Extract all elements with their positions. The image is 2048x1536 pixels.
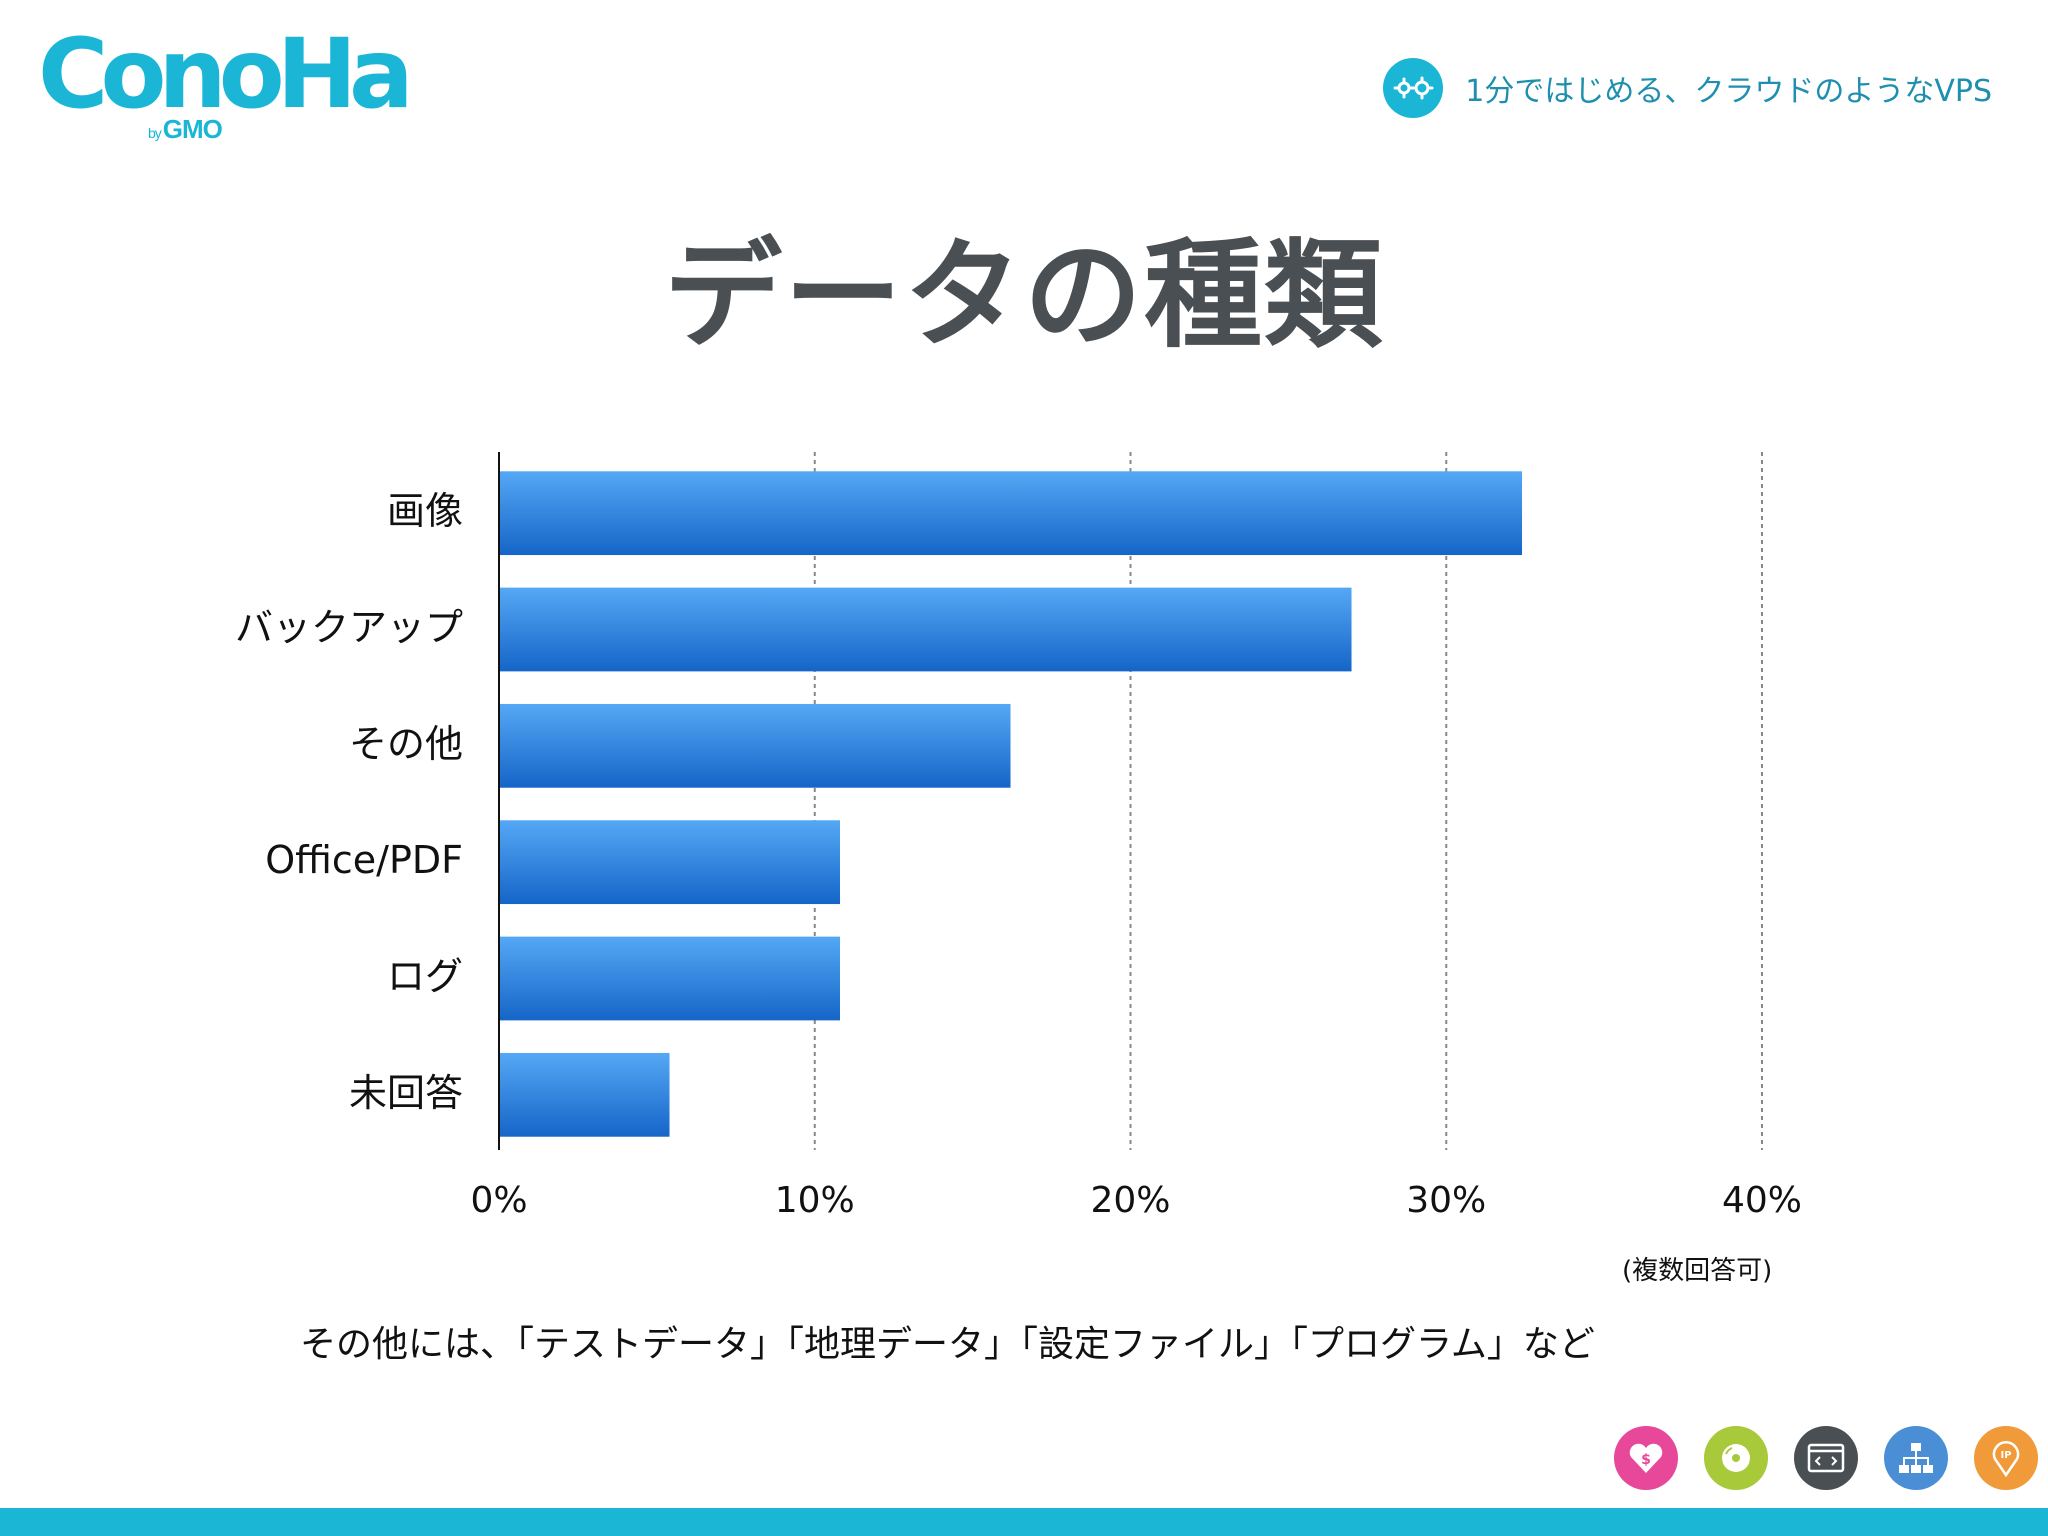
- category-label: ログ: [387, 955, 463, 999]
- x-tick-label: 30%: [1406, 1180, 1486, 1221]
- other-breakdown-note: その他には、「テストデータ」「地理データ」「設定ファイル」「プログラム」など: [300, 1324, 1595, 1365]
- chart-grid: [813, 452, 1763, 1150]
- conoha-logo[interactable]: ConoHa byGMO: [38, 26, 414, 146]
- category-label: その他: [349, 722, 463, 766]
- bar: [499, 820, 841, 905]
- x-tick-label: 20%: [1090, 1180, 1170, 1221]
- tagline: 1分ではじめる、クラウドのようなVPS: [1383, 58, 1992, 118]
- footer-icon-row: $ IP: [1588, 1426, 2038, 1490]
- tagline-text: 1分ではじめる、クラウドのようなVPS: [1465, 74, 1992, 109]
- ip-location-icon[interactable]: IP: [1974, 1426, 2038, 1490]
- svg-text:IP: IP: [2000, 1450, 2011, 1461]
- x-tick-label: 0%: [470, 1180, 527, 1221]
- multiple-answer-note: (複数回答可): [1622, 1256, 1773, 1286]
- svg-text:$: $: [1641, 1452, 1651, 1468]
- bar: [499, 936, 841, 1021]
- category-label: 画像: [387, 489, 463, 533]
- logo-byline: byGMO: [148, 114, 223, 145]
- network-icon[interactable]: [1884, 1426, 1948, 1490]
- page-title: データの種類: [663, 226, 1384, 364]
- category-label: Office/PDF: [265, 838, 463, 882]
- gears-icon: [1383, 58, 1444, 118]
- bar: [499, 703, 1011, 788]
- x-tick-label: 10%: [775, 1180, 855, 1221]
- disc-icon[interactable]: [1704, 1426, 1768, 1490]
- footer-band: [0, 1508, 2048, 1536]
- bar: [499, 1052, 670, 1137]
- bar: [499, 471, 1523, 556]
- logo-company: GMO: [162, 114, 223, 144]
- bar: [499, 587, 1352, 672]
- category-label: 未回答: [349, 1071, 463, 1115]
- x-tick-labels: 0% 10% 20% 30% 40%: [470, 1180, 1802, 1221]
- heart-dollar-icon[interactable]: $: [1614, 1426, 1678, 1490]
- logo-by: by: [148, 125, 162, 141]
- code-window-icon[interactable]: [1794, 1426, 1858, 1490]
- category-label: バックアップ: [235, 606, 463, 650]
- x-tick-label: 40%: [1722, 1180, 1802, 1221]
- logo-wordmark: ConoHa: [38, 18, 414, 130]
- chart-bars: [499, 471, 1523, 1137]
